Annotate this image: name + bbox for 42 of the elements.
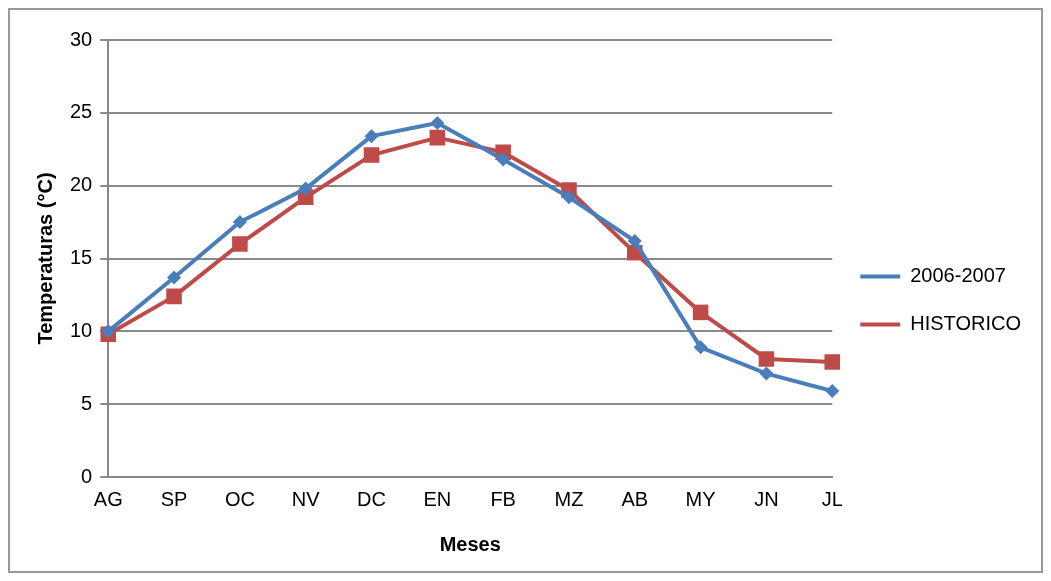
point — [430, 116, 445, 131]
point — [758, 351, 775, 367]
point — [232, 215, 247, 230]
y-tick-label: 30 — [70, 27, 93, 50]
point — [692, 304, 709, 321]
point — [364, 129, 379, 144]
point — [429, 129, 446, 146]
x-tick-label: MY — [685, 487, 716, 510]
point — [561, 190, 576, 205]
x-tick-label: DC — [357, 487, 386, 510]
y-tick-label: 25 — [70, 100, 93, 123]
point — [824, 354, 841, 370]
x-tick-label: JN — [754, 487, 779, 510]
x-tick-label: MZ — [554, 487, 584, 510]
point — [759, 366, 774, 381]
point — [825, 384, 840, 399]
legend-label: 2006-2007 — [910, 264, 1006, 287]
point — [232, 236, 248, 252]
y-tick-label: 0 — [81, 464, 93, 487]
y-tick-label: 10 — [70, 318, 93, 341]
x-tick-label: FB — [490, 487, 516, 510]
point — [363, 147, 380, 163]
point — [496, 152, 511, 167]
point — [627, 234, 642, 249]
y-axis-title: Temperaturas (°C) — [33, 172, 56, 345]
point — [298, 181, 313, 196]
x-axis-title: Meses — [439, 532, 501, 555]
point — [167, 270, 182, 285]
x-tick-label: SP — [160, 487, 188, 510]
x-tick-label: NV — [291, 487, 321, 510]
y-tick-label: 5 — [81, 391, 93, 414]
x-tick-label: AG — [93, 487, 123, 510]
x-tick-label: EN — [423, 487, 452, 510]
x-tick-label: AB — [621, 487, 649, 510]
point — [166, 288, 182, 305]
y-tick-label: 15 — [70, 246, 93, 269]
point — [693, 340, 708, 355]
legend-label: HISTORICO — [910, 312, 1022, 335]
x-tick-label: JL — [821, 487, 843, 510]
x-tick-label: OC — [224, 487, 255, 510]
point — [101, 324, 116, 339]
y-tick-label: 20 — [70, 173, 93, 196]
